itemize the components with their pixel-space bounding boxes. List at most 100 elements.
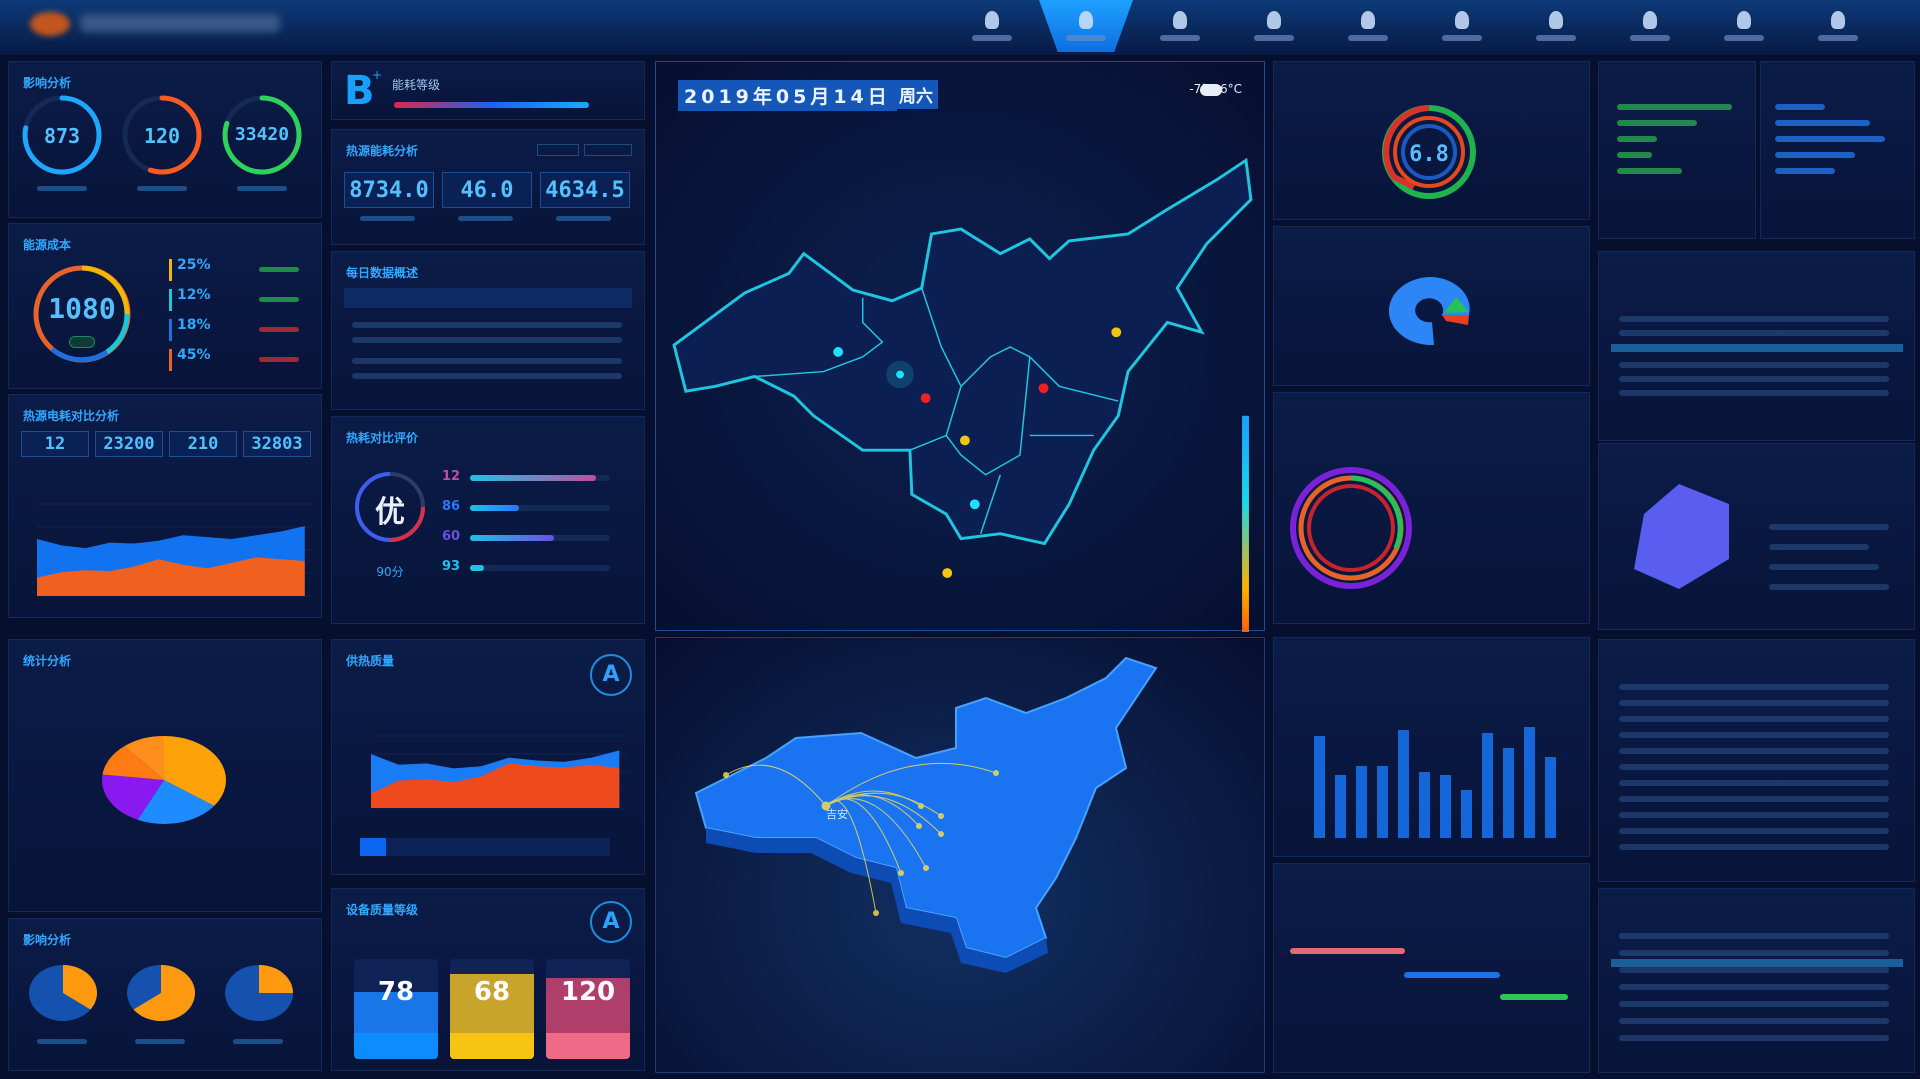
- table-row: [1619, 1001, 1889, 1007]
- bar: [1461, 790, 1472, 838]
- panel-title: 热源能耗分析: [346, 144, 419, 158]
- nav-item[interactable]: [1133, 0, 1227, 52]
- nav-item[interactable]: [945, 0, 1039, 52]
- influence-panel: 影响分析 873 120 33420: [8, 61, 322, 218]
- metric-label: [458, 216, 513, 221]
- tank-label: [546, 1033, 630, 1059]
- multi-ring-chart: [1290, 467, 1412, 589]
- nav-icon: [1267, 11, 1281, 29]
- gauge-label: [37, 186, 87, 191]
- filter-button[interactable]: [584, 144, 632, 156]
- metric-value: 8734.0: [349, 177, 429, 203]
- table-panel-3: [1598, 888, 1915, 1073]
- grade-sup: +: [372, 68, 383, 82]
- energy-cost-ring: [33, 265, 131, 363]
- weekday-label: 周六: [894, 80, 938, 109]
- table-row: [1619, 700, 1889, 706]
- table-row: [1619, 716, 1889, 722]
- nav-item[interactable]: [1791, 0, 1885, 52]
- filter-button[interactable]: [537, 144, 579, 156]
- bar: [1419, 772, 1430, 838]
- table-panel-2: [1598, 639, 1915, 882]
- tank-level: [450, 973, 534, 1033]
- pie-slice: [137, 780, 215, 824]
- legend-marker: [169, 319, 172, 341]
- nav-icon: [1549, 11, 1563, 29]
- nav-item[interactable]: [1039, 0, 1133, 52]
- weather-icon: [1200, 84, 1222, 96]
- region-map: 2019年05月14日 周六 -7°C-6°C: [655, 61, 1265, 632]
- gauge-ring: [222, 95, 302, 175]
- nav-item[interactable]: [1697, 0, 1791, 52]
- nav-label: [1536, 35, 1576, 41]
- table-header: [344, 288, 632, 308]
- trend-indicator: [259, 297, 299, 302]
- nav-item[interactable]: [1603, 0, 1697, 52]
- nav-label: [1160, 35, 1200, 41]
- nav-label: [1442, 35, 1482, 41]
- table-row: [1619, 1035, 1889, 1041]
- nav-item[interactable]: [1415, 0, 1509, 52]
- table-row: [1619, 1018, 1889, 1024]
- nav-icon: [985, 11, 999, 29]
- stat-value: 210: [187, 434, 219, 454]
- nav-item[interactable]: [1509, 0, 1603, 52]
- stat-box: 210: [169, 431, 237, 457]
- flow-point: [723, 772, 729, 778]
- right-ring-panel: [1273, 392, 1590, 624]
- progress-fill: [470, 565, 484, 571]
- scrollbar-thumb[interactable]: [360, 838, 386, 856]
- metric-label: [556, 216, 611, 221]
- pie-slice: [164, 736, 226, 806]
- bar: [1398, 730, 1409, 838]
- metric-label: [360, 216, 415, 221]
- progress-track: [470, 565, 610, 571]
- highlighted-row[interactable]: [1611, 959, 1903, 967]
- grade-letter: B: [344, 68, 375, 114]
- timeline-bar: [1500, 994, 1568, 1000]
- nav-icon: [1831, 11, 1845, 29]
- nav-label: [1724, 35, 1764, 41]
- nav-label: [972, 35, 1012, 41]
- tank-label: [450, 1033, 534, 1059]
- status-badge: [69, 336, 95, 348]
- bar: [1482, 733, 1493, 838]
- bar: [1314, 736, 1325, 838]
- ring-value: 6.8: [1409, 142, 1449, 167]
- gauge-label: [137, 186, 187, 191]
- right-bar-panel: [1273, 637, 1590, 857]
- nav-label: [1254, 35, 1294, 41]
- daily-panel: 每日数据概述: [331, 251, 645, 410]
- highlighted-row[interactable]: [1611, 344, 1903, 352]
- pie-slice: [259, 965, 293, 993]
- nav-icon: [1643, 11, 1657, 29]
- compare-value: 86: [442, 499, 461, 514]
- flow-line: [725, 764, 827, 807]
- logo: [30, 12, 70, 36]
- nav-item[interactable]: [1227, 0, 1321, 52]
- energy-cost-value: 1080: [48, 292, 116, 325]
- bar: [1440, 775, 1451, 838]
- app-title: [80, 14, 280, 32]
- panel-title: 热源电耗对比分析: [23, 409, 120, 423]
- nav-item[interactable]: [1321, 0, 1415, 52]
- tank-label: [354, 1033, 438, 1059]
- nav-icon: [1173, 11, 1187, 29]
- heat-power-chart: [37, 503, 313, 597]
- bar: [1335, 775, 1346, 838]
- pie-slice: [102, 774, 164, 820]
- pie-label: [233, 1039, 283, 1044]
- gauge-label: [237, 186, 287, 191]
- heat-analysis-panel: 热源能耗分析 8734.0 46.0 4634.5: [331, 129, 645, 245]
- quality-series-1: [371, 763, 620, 808]
- panel-title: 供热质量: [346, 654, 395, 668]
- pie-slice: [63, 965, 97, 1010]
- header: [0, 0, 1920, 55]
- table-row: [1619, 748, 1889, 754]
- timeline-bar: [1290, 948, 1405, 954]
- chart-scrollbar[interactable]: [360, 838, 610, 856]
- ring-chart: [1382, 105, 1476, 199]
- bar-chart: [1314, 727, 1556, 838]
- gauge-value: 120: [143, 124, 181, 148]
- table-row: [1619, 684, 1889, 690]
